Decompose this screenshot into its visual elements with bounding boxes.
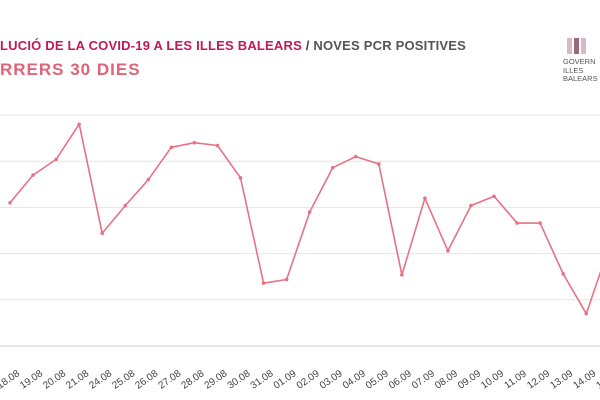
x-tick-label: 13.09: [548, 368, 575, 392]
data-point: [77, 122, 81, 127]
logo-line-2: ILLES: [563, 65, 584, 75]
x-tick-label: 09.09: [456, 368, 483, 392]
series-line: [9, 123, 600, 315]
x-tick-labels: 18.0819.0820.0821.0824.0825.0826.0827.08…: [0, 368, 600, 392]
data-point: [146, 177, 151, 182]
data-point: [215, 143, 220, 148]
x-tick-label: 19.08: [18, 368, 45, 392]
chart-title-sub: NOVES PCR POSITIVES: [313, 38, 467, 53]
chart-subtitle: RRERS 30 DIES: [0, 60, 141, 79]
data-point: [400, 273, 404, 277]
x-tick-label: 12.09: [525, 368, 552, 392]
data-point: [8, 200, 12, 205]
data-point: [238, 176, 243, 180]
series-layer: [8, 122, 600, 316]
data-point: [469, 203, 473, 208]
data-point: [100, 231, 104, 236]
x-tick-label: 28.08: [180, 368, 207, 392]
chart-title-separator: /: [305, 38, 310, 53]
x-tick-label: 10.09: [479, 368, 506, 392]
data-point: [377, 162, 381, 166]
chart-title-main: LUCIÓ DE LA COVID-19 A LES ILLES BALEARS: [0, 38, 302, 53]
data-point: [123, 203, 128, 208]
chart-title: LUCIÓ DE LA COVID-19 A LES ILLES BALEARS…: [0, 38, 466, 53]
x-tick-label: 29.08: [203, 368, 230, 392]
x-tick-label: 18.08: [0, 368, 22, 392]
x-tick-label: 11.09: [503, 368, 530, 391]
data-point: [169, 145, 174, 150]
data-point: [330, 165, 335, 170]
x-tick-label: 21.08: [64, 368, 91, 392]
x-tick-label: 02.09: [295, 368, 322, 392]
x-tick-label: 25.08: [110, 368, 137, 392]
data-point: [538, 221, 542, 225]
data-point: [584, 311, 589, 316]
data-point: [284, 277, 289, 282]
x-tick-label: 30.08: [226, 368, 253, 392]
logo-line-1: GOVERN: [563, 57, 596, 66]
x-tick-label: 04.09: [341, 368, 368, 392]
govern-logo: GOVERN ILLES BALEARS: [563, 38, 600, 84]
data-point: [446, 249, 450, 253]
x-tick-label: 20.08: [41, 368, 68, 392]
x-tick-label: 03.09: [318, 368, 345, 392]
data-point: [192, 140, 197, 145]
x-tick-label: 26.08: [133, 368, 160, 392]
data-point: [492, 194, 496, 199]
x-tick-label: 15.09: [594, 368, 600, 392]
grid-lines: [0, 114, 600, 301]
x-tick-label: 06.09: [387, 368, 414, 392]
data-point: [423, 196, 427, 200]
x-tick-label: 08.09: [433, 368, 460, 392]
data-point: [515, 221, 519, 225]
x-tick-label: 05.09: [364, 368, 391, 392]
govern-emblem-icon: [567, 38, 600, 54]
x-tick-label: 27.08: [157, 368, 184, 392]
data-point: [54, 157, 58, 162]
data-point: [307, 210, 312, 214]
x-tick-label: 07.09: [410, 368, 437, 392]
data-point: [561, 272, 565, 276]
data-point: [353, 154, 358, 159]
x-tick-label: 24.08: [87, 368, 114, 392]
x-tick-label: 14.09: [571, 368, 598, 392]
data-point: [31, 173, 35, 177]
x-tick-label: 01.09: [272, 368, 299, 392]
logo-line-3: BALEARS: [563, 74, 598, 83]
x-tick-label: 31.08: [249, 368, 276, 392]
data-point: [261, 281, 266, 285]
